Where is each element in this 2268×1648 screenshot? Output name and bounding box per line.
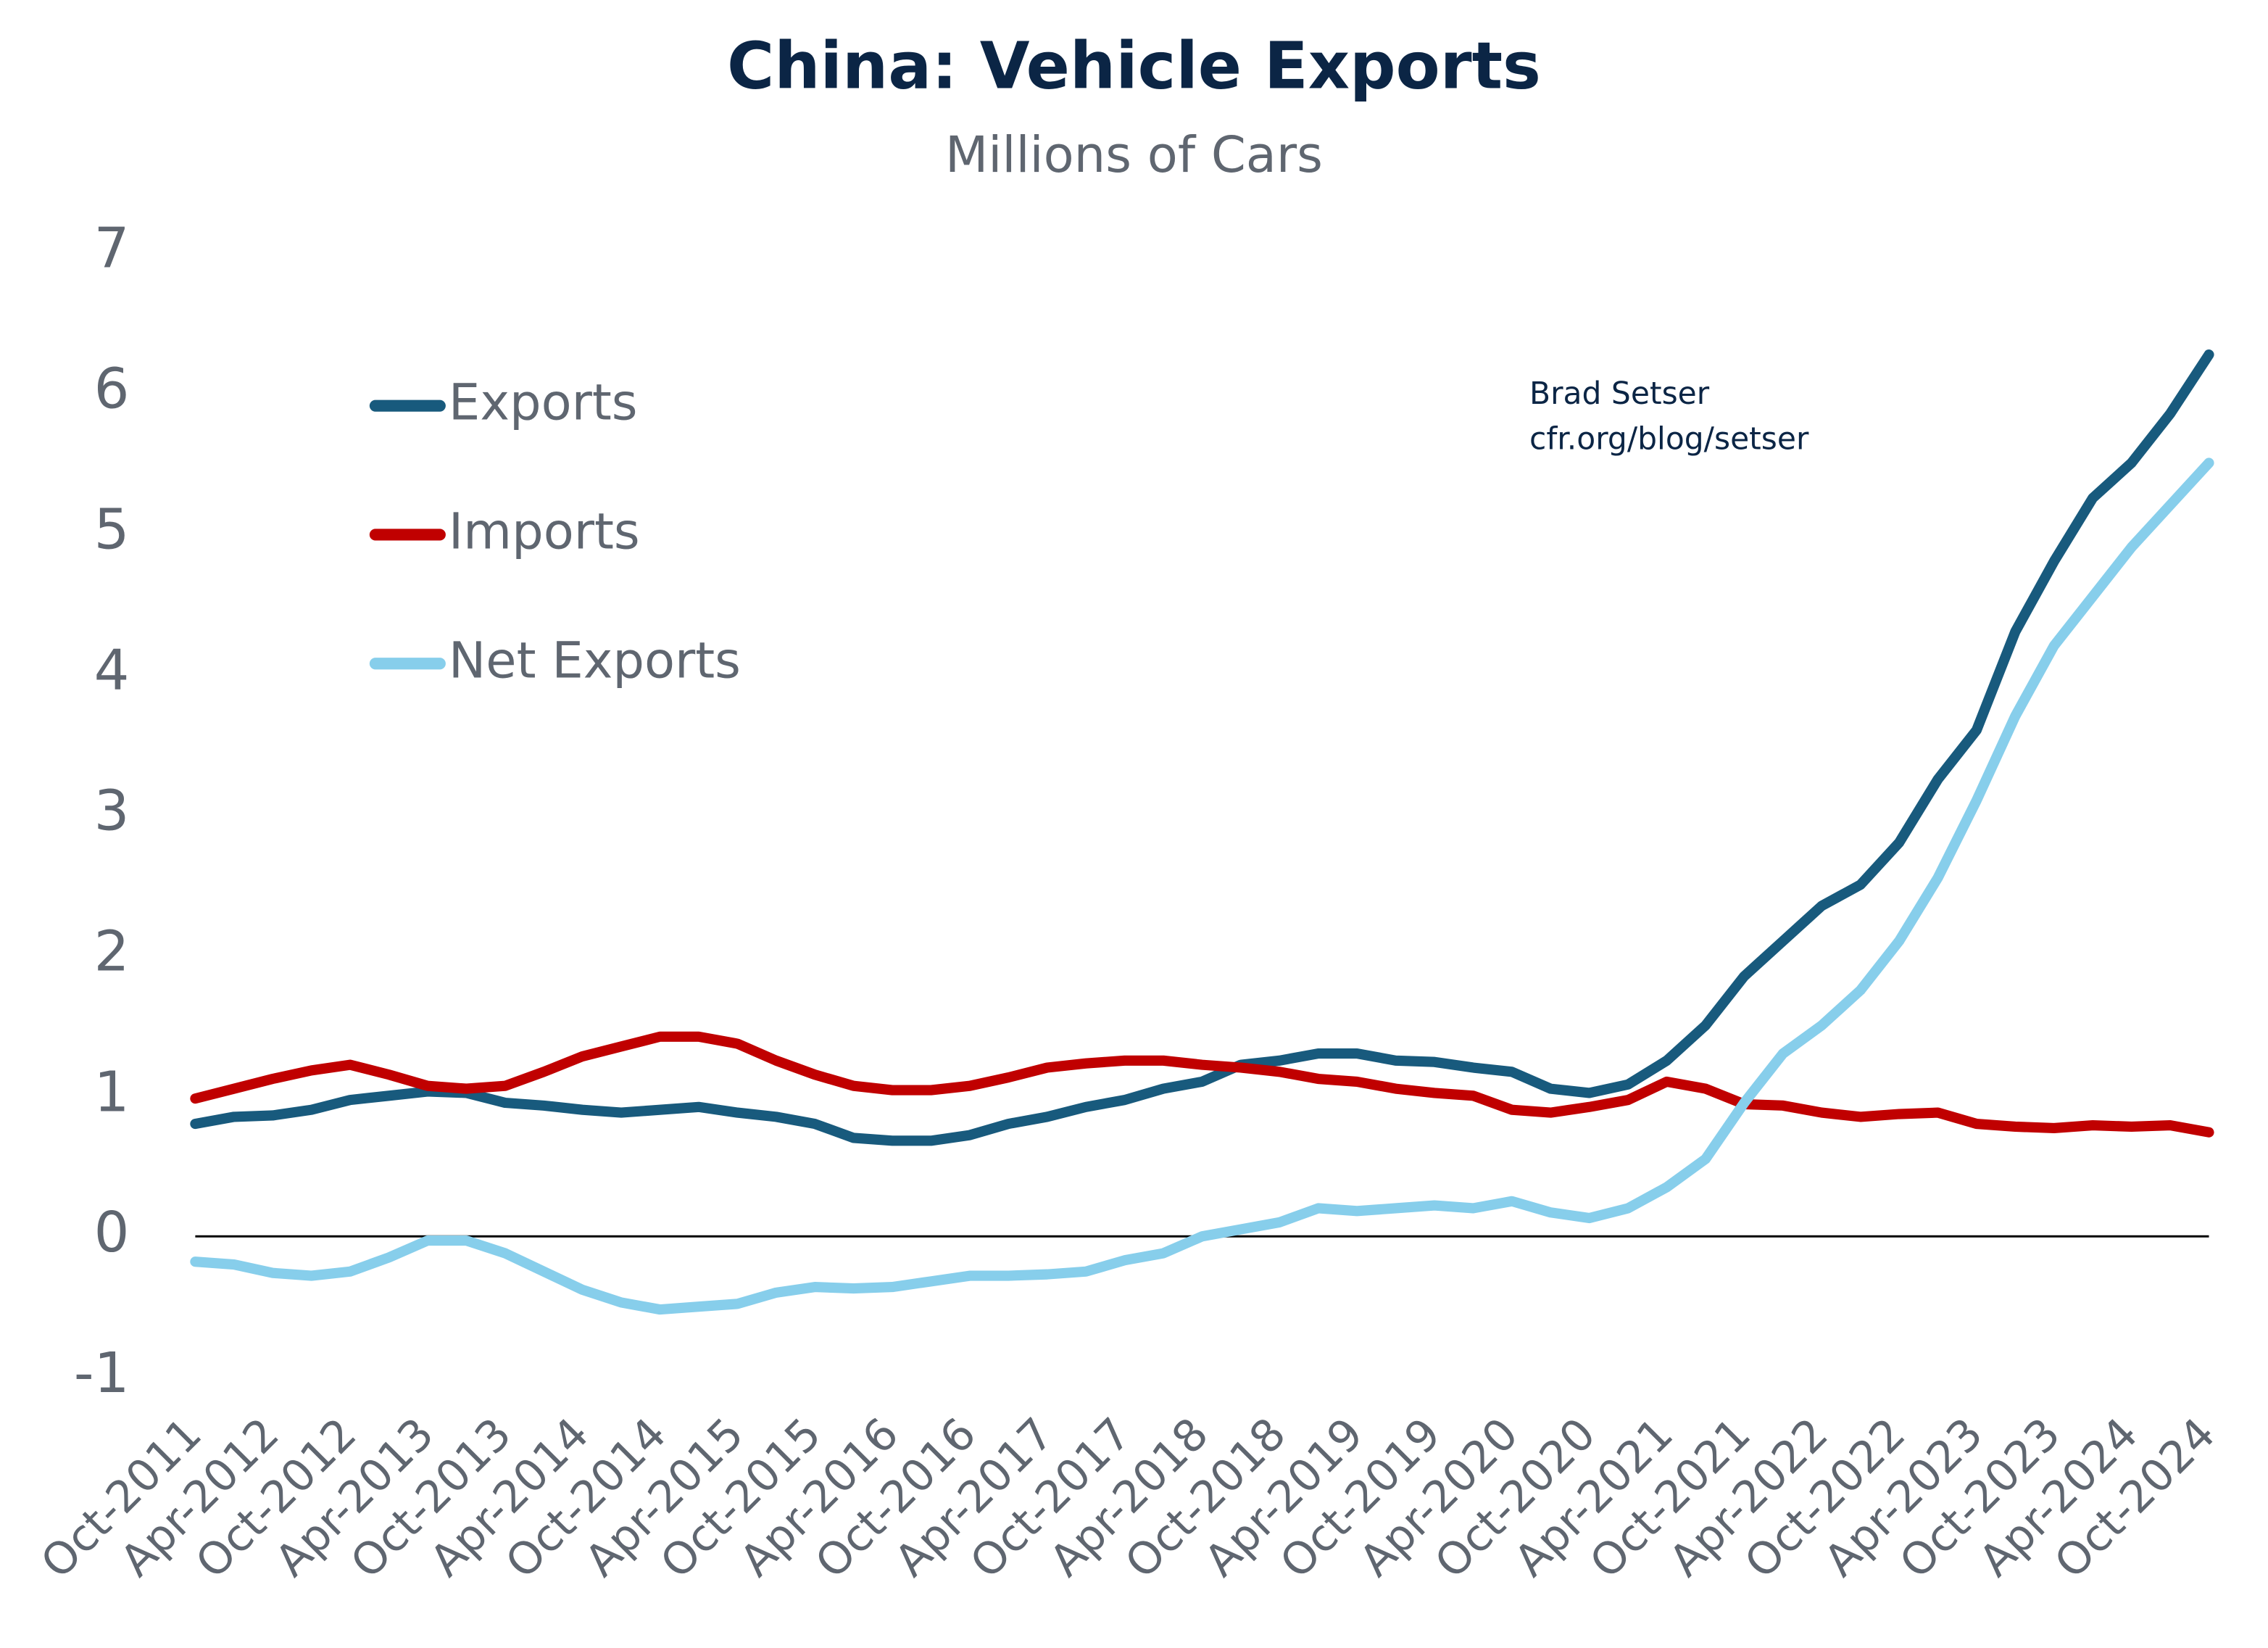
y-tick-label: 7 xyxy=(94,217,130,281)
legend-label: Imports xyxy=(449,502,640,560)
annotation: Brad Setser xyxy=(1529,376,1710,412)
series-line xyxy=(190,457,2214,1315)
y-tick-label: 2 xyxy=(94,919,130,984)
series-line xyxy=(190,1031,2214,1138)
y-tick-label: 1 xyxy=(94,1060,130,1125)
chart-subtitle: Millions of Cars xyxy=(945,126,1323,184)
y-tick-label: 4 xyxy=(94,638,130,703)
annotation: cfr.org/blog/setser xyxy=(1529,422,1809,457)
legend-label: Net Exports xyxy=(449,632,741,690)
y-tick-label: -1 xyxy=(74,1341,130,1406)
y-tick-label: 3 xyxy=(94,779,130,843)
chart-title: China: Vehicle Exports xyxy=(727,28,1541,103)
y-tick-label: 0 xyxy=(94,1201,130,1265)
legend-label: Exports xyxy=(449,374,638,432)
y-tick-label: 6 xyxy=(94,357,130,421)
series-line xyxy=(190,349,2214,1146)
y-tick-label: 5 xyxy=(94,497,130,562)
